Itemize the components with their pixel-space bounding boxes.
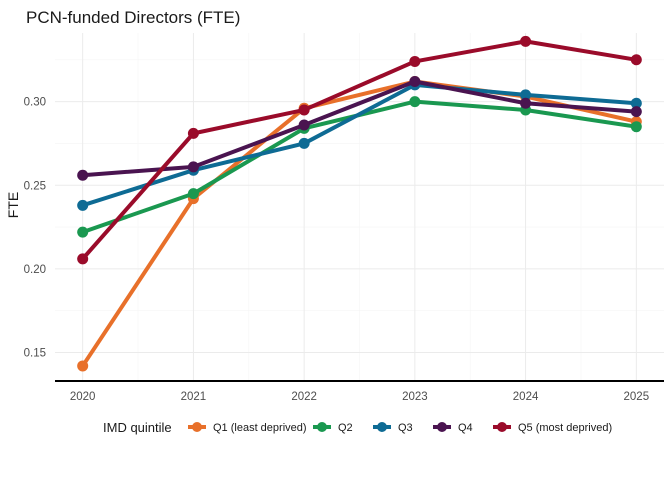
chart-title: PCN-funded Directors (FTE) [26,8,240,27]
x-tick-label: 2023 [402,391,428,403]
legend-label: Q1 (least deprived) [213,422,307,434]
data-point-q5 [187,127,199,139]
legend-item-q1: Q1 (least deprived) [188,422,307,434]
series-line-q4 [80,79,639,178]
legend: IMD quintile Q1 (least deprived) Q2 Q3 Q4 Q5… [103,420,612,435]
data-point-q5 [520,35,532,47]
series-q4 [77,76,642,181]
legend-key-point [192,422,202,432]
legend-item-q2: Q2 [313,422,353,434]
data-point-q4 [630,106,642,118]
legend-label: Q5 (most deprived) [518,422,612,434]
data-point-q3 [298,137,310,149]
data-point-q2 [187,188,199,200]
data-point-q2 [409,96,421,108]
data-point-q5 [409,55,421,67]
series-line-q5 [80,39,639,261]
data-point-q3 [630,97,642,109]
x-tick-label: 2021 [181,391,207,403]
legend-key-point [497,422,507,432]
series-line-q3 [80,82,639,208]
legend-item-q3: Q3 [373,422,413,434]
y-tick-label: 0.25 [24,180,46,192]
data-point-q4 [520,97,532,109]
y-tick-label: 0.20 [24,264,46,276]
x-ticks: 2020 2021 2022 2023 2024 2025 [70,391,649,403]
legend-key-point [437,422,447,432]
data-point-q4 [409,76,421,88]
data-point-q1 [77,360,89,372]
data-point-q4 [298,119,310,131]
x-tick-label: 2025 [624,391,650,403]
x-tick-label: 2020 [70,391,96,403]
data-point-q5 [298,104,310,116]
data-point-q3 [77,199,89,211]
legend-label: Q3 [398,422,413,434]
y-tick-label: 0.15 [24,348,46,360]
data-point-q5 [630,54,642,66]
y-axis-label: FTE [5,192,21,218]
y-ticks: 0.15 0.20 0.25 0.30 [24,97,46,360]
legend-label: Q2 [338,422,353,434]
series-line-q1 [80,79,639,368]
x-tick-label: 2022 [291,391,317,403]
legend-key-point [377,422,387,432]
y-tick-label: 0.30 [24,97,46,109]
legend-key-point [317,422,327,432]
data-point-q2 [77,226,89,238]
data-point-q4 [187,161,199,173]
legend-item-q5: Q5 (most deprived) [493,422,612,434]
data-point-q2 [630,121,642,133]
data-point-q5 [77,253,89,265]
data-point-q4 [77,169,89,181]
legend-item-q4: Q4 [433,422,473,434]
series-group [77,35,642,372]
legend-title: IMD quintile [103,420,172,435]
data-point-q3 [520,89,532,101]
series-q5 [77,35,642,265]
legend-label: Q4 [458,422,473,434]
x-tick-label: 2024 [513,391,539,403]
